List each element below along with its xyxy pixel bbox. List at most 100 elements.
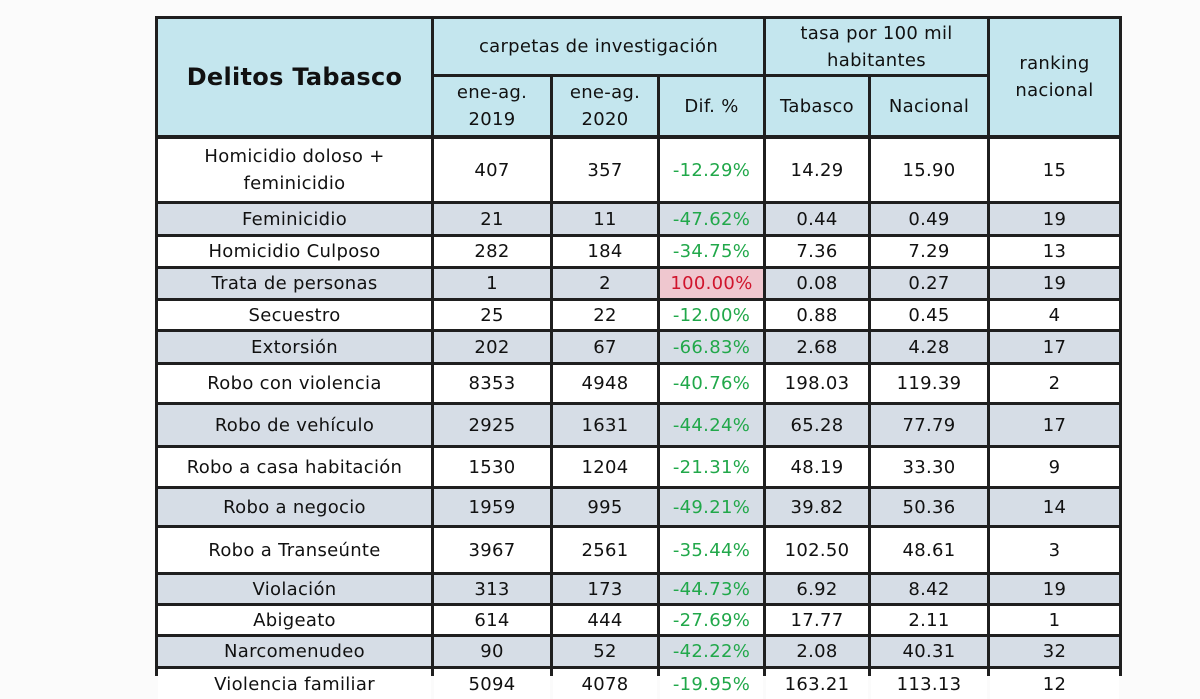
cell-ranking: 17	[990, 405, 1119, 445]
cell-ranking: 19	[990, 204, 1119, 234]
header-tasa-nacional: Nacional	[871, 77, 987, 135]
cell-ranking: 14	[990, 489, 1119, 525]
cell-tasa-tabasco: 17.77	[766, 606, 868, 634]
cell-2019: 8353	[434, 365, 550, 402]
cell-ranking: 13	[990, 237, 1119, 266]
cell-ranking: 4	[990, 301, 1119, 329]
cell-tasa-tabasco: 39.82	[766, 489, 868, 525]
cell-tasa-nacional: 4.28	[871, 332, 987, 362]
cell-ranking: 19	[990, 575, 1119, 603]
cell-2019: 1	[434, 269, 550, 298]
cell-2019: 282	[434, 237, 550, 266]
cell-dif: -42.22%	[660, 637, 763, 666]
cell-tasa-nacional: 0.49	[871, 204, 987, 234]
cell-2019: 313	[434, 575, 550, 603]
header-carpetas: carpetas de investigación	[434, 19, 763, 74]
cell-delito: Feminicidio	[158, 204, 431, 234]
cell-dif: -21.31%	[660, 448, 763, 486]
cell-ranking: 15	[990, 139, 1119, 201]
cell-tasa-tabasco: 14.29	[766, 139, 868, 201]
cell-tasa-tabasco: 2.68	[766, 332, 868, 362]
cell-2019: 25	[434, 301, 550, 329]
cell-2019: 3967	[434, 528, 550, 572]
cell-delito: Robo a Transeúnte	[158, 528, 431, 572]
cell-tasa-nacional: 40.31	[871, 637, 987, 666]
cell-delito: Robo a casa habitación	[158, 448, 431, 486]
cell-2019: 202	[434, 332, 550, 362]
cell-dif: -44.73%	[660, 575, 763, 603]
cell-tasa-nacional: 2.11	[871, 606, 987, 634]
table-title: Delitos Tabasco	[158, 19, 431, 135]
cell-dif: -12.00%	[660, 301, 763, 329]
cell-2020: 1204	[553, 448, 657, 486]
cell-delito: Narcomenudeo	[158, 637, 431, 666]
cell-tasa-tabasco: 198.03	[766, 365, 868, 402]
cell-tasa-tabasco: 2.08	[766, 637, 868, 666]
cell-2019: 21	[434, 204, 550, 234]
cell-dif: -34.75%	[660, 237, 763, 266]
cell-2019: 1530	[434, 448, 550, 486]
cell-dif: -40.76%	[660, 365, 763, 402]
cell-tasa-nacional: 7.29	[871, 237, 987, 266]
cell-2020: 995	[553, 489, 657, 525]
header-2019: ene-ag. 2019	[434, 77, 550, 135]
header-ranking: ranking nacional	[990, 19, 1119, 135]
cell-tasa-tabasco: 102.50	[766, 528, 868, 572]
cell-2019: 1959	[434, 489, 550, 525]
cell-tasa-nacional: 0.45	[871, 301, 987, 329]
cell-tasa-nacional: 15.90	[871, 139, 987, 201]
cell-ranking: 1	[990, 606, 1119, 634]
cell-dif: 100.00%	[660, 269, 763, 298]
cell-2020: 444	[553, 606, 657, 634]
cell-2020: 173	[553, 575, 657, 603]
cell-tasa-tabasco: 7.36	[766, 237, 868, 266]
cell-delito: Homicidio Culposo	[158, 237, 431, 266]
cell-dif: -35.44%	[660, 528, 763, 572]
cell-ranking: 3	[990, 528, 1119, 572]
cell-dif: -12.29%	[660, 139, 763, 201]
header-tasa: tasa por 100 mil habitantes	[766, 19, 987, 74]
cell-delito: Robo con violencia	[158, 365, 431, 402]
header-2020: ene-ag. 2020	[553, 77, 657, 135]
cell-2020: 2561	[553, 528, 657, 572]
cell-2019: 2925	[434, 405, 550, 445]
cell-delito: Robo de vehículo	[158, 405, 431, 445]
cell-2019: 614	[434, 606, 550, 634]
cell-2019: 407	[434, 139, 550, 201]
cell-ranking: 17	[990, 332, 1119, 362]
cell-tasa-tabasco: 0.44	[766, 204, 868, 234]
cell-tasa-nacional: 0.27	[871, 269, 987, 298]
cell-2020: 184	[553, 237, 657, 266]
cell-ranking: 19	[990, 269, 1119, 298]
cell-2020: 357	[553, 139, 657, 201]
cell-2020: 22	[553, 301, 657, 329]
cell-tasa-nacional: 8.42	[871, 575, 987, 603]
cell-delito: Trata de personas	[158, 269, 431, 298]
cell-delito: Violación	[158, 575, 431, 603]
cell-ranking: 32	[990, 637, 1119, 666]
cell-delito: Abigeato	[158, 606, 431, 634]
cell-ranking: 2	[990, 365, 1119, 402]
cell-2020: 67	[553, 332, 657, 362]
cell-tasa-tabasco: 0.08	[766, 269, 868, 298]
cell-tasa-tabasco: 0.88	[766, 301, 868, 329]
cell-2019: 90	[434, 637, 550, 666]
cell-tasa-nacional: 77.79	[871, 405, 987, 445]
cell-2020: 2	[553, 269, 657, 298]
cell-tasa-nacional: 50.36	[871, 489, 987, 525]
cell-tasa-tabasco: 65.28	[766, 405, 868, 445]
cell-tasa-tabasco: 48.19	[766, 448, 868, 486]
cell-ranking: 9	[990, 448, 1119, 486]
cell-dif: -47.62%	[660, 204, 763, 234]
cell-delito: Homicidio doloso + feminicidio	[158, 139, 431, 201]
cell-dif: -27.69%	[660, 606, 763, 634]
cell-tasa-nacional: 48.61	[871, 528, 987, 572]
cell-delito: Extorsión	[158, 332, 431, 362]
cell-2020: 11	[553, 204, 657, 234]
cell-dif: -49.21%	[660, 489, 763, 525]
cell-dif: -44.24%	[660, 405, 763, 445]
cell-delito: Robo a negocio	[158, 489, 431, 525]
cell-tasa-nacional: 33.30	[871, 448, 987, 486]
header-tasa-tabasco: Tabasco	[766, 77, 868, 135]
header-dif: Dif. %	[660, 77, 763, 135]
